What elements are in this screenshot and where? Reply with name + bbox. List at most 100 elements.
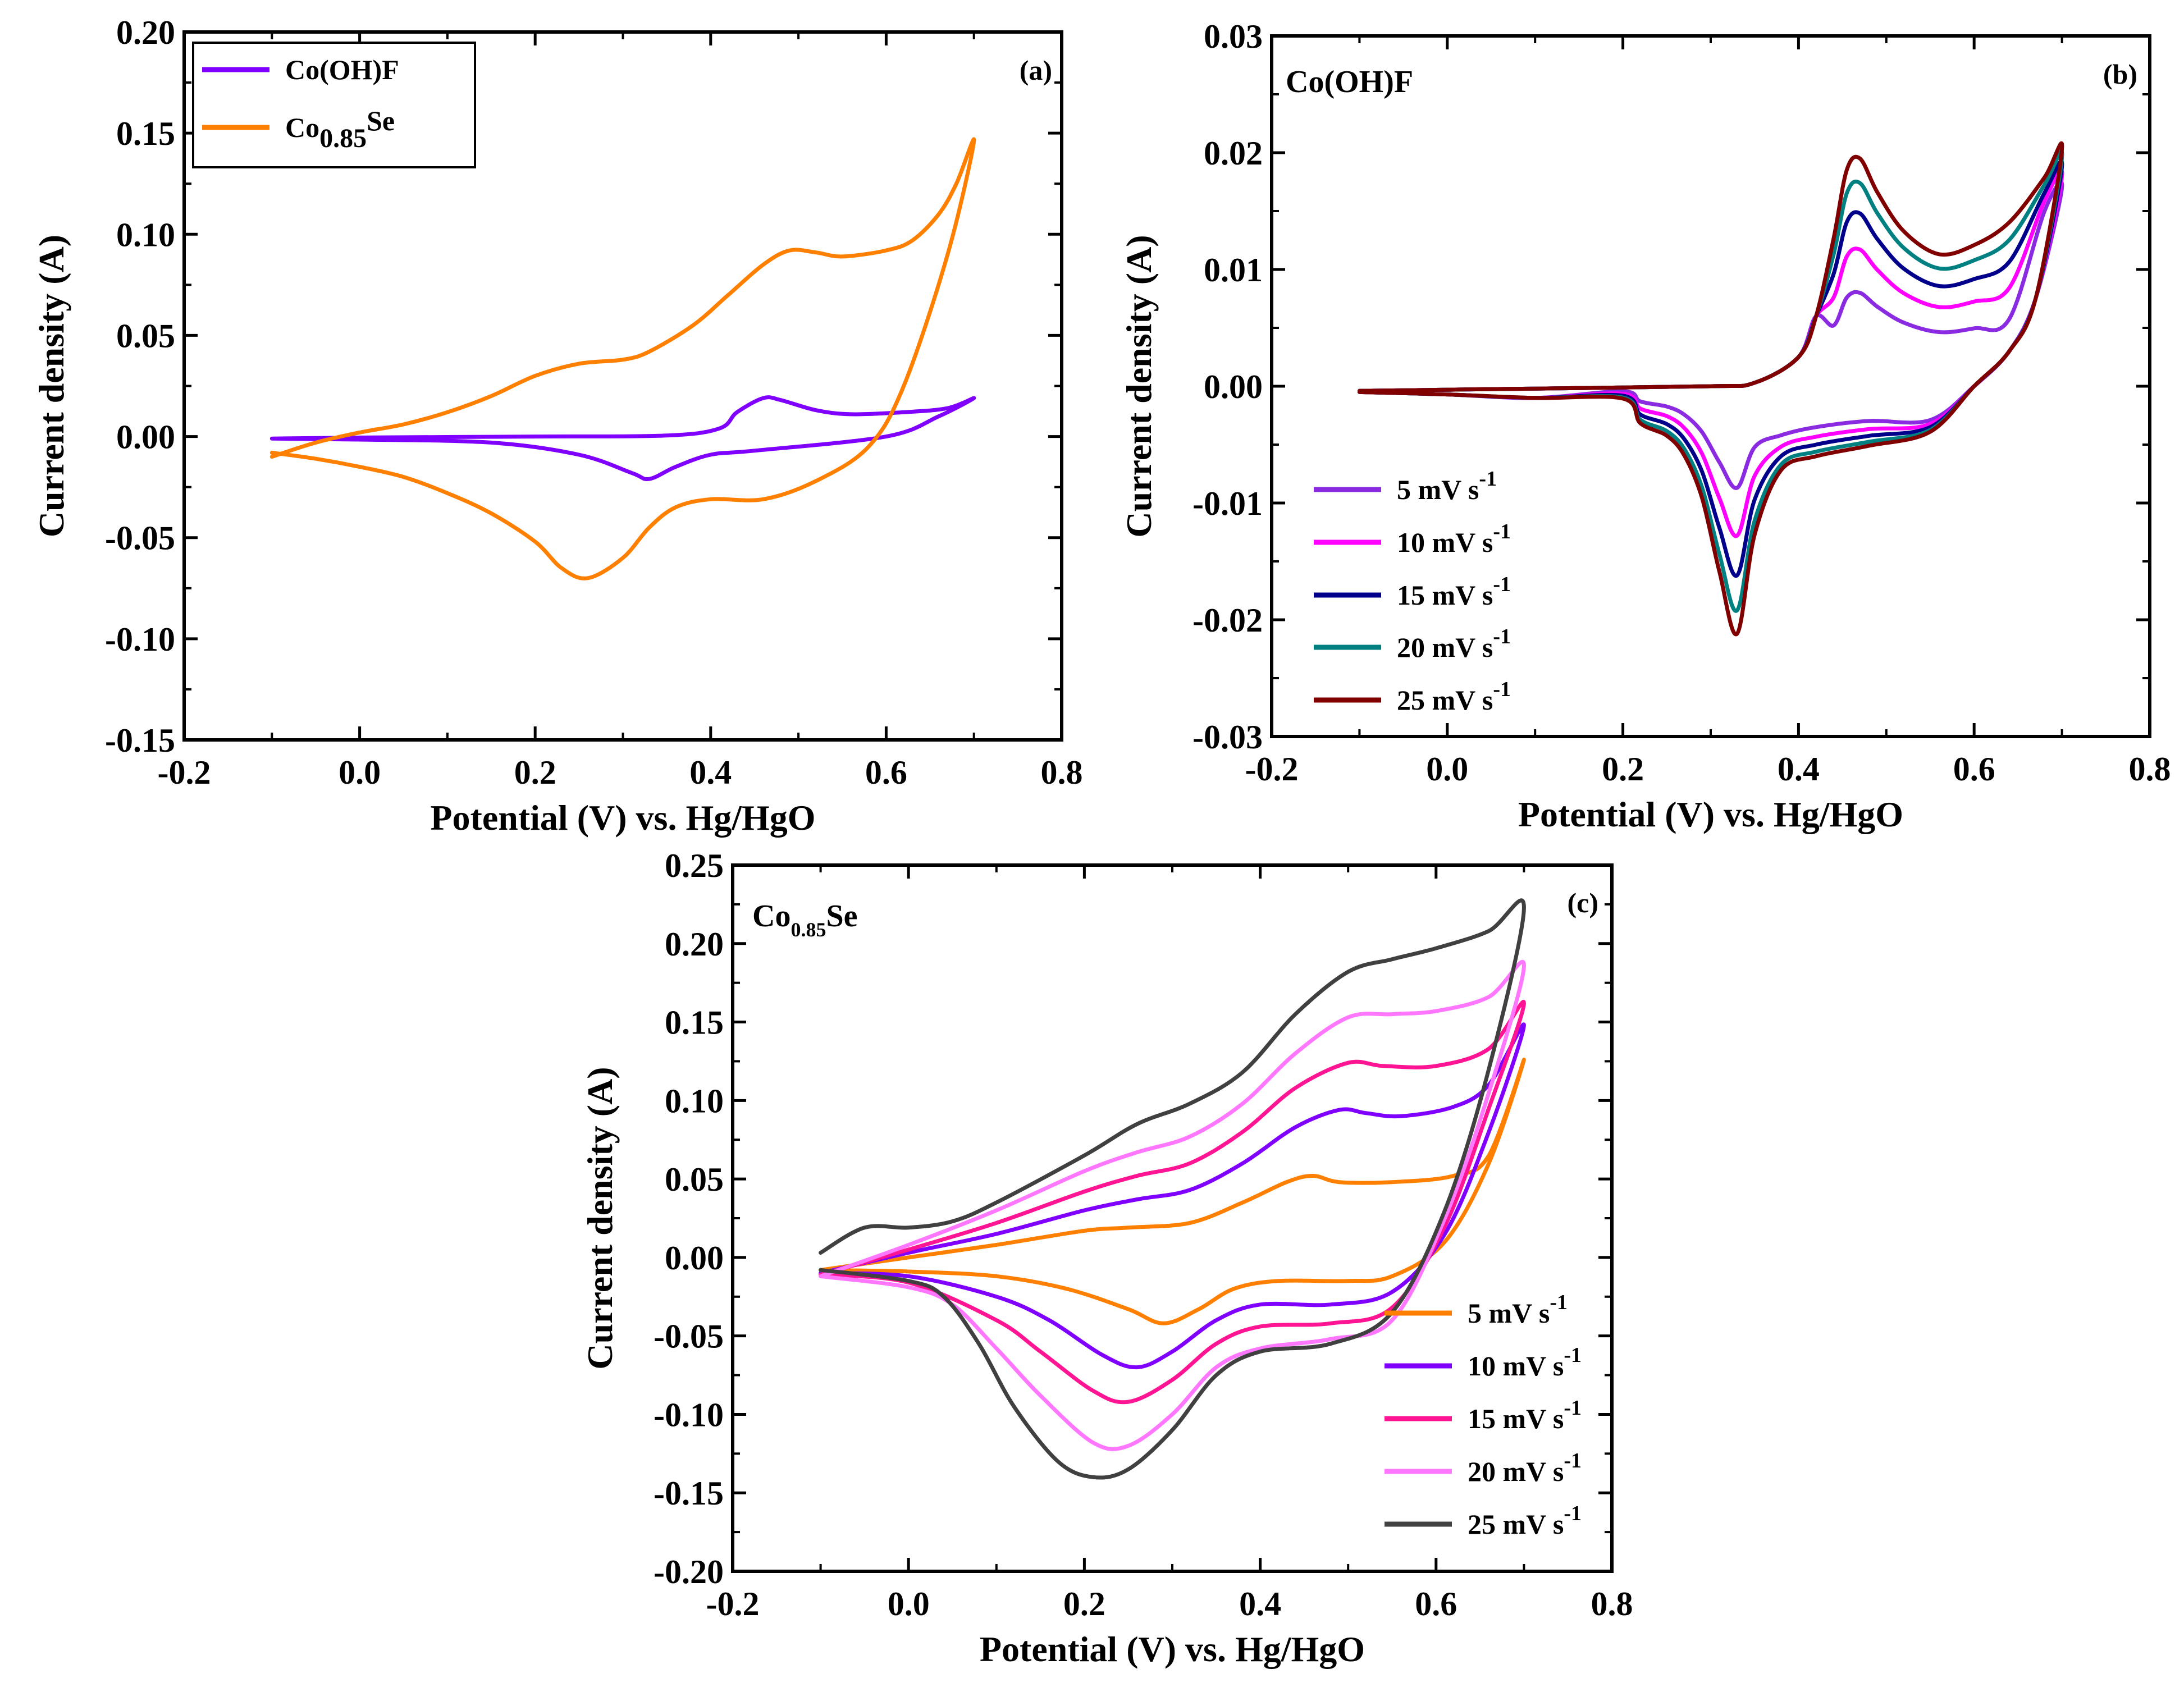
legend-label-sup: -1 [1564,1343,1582,1367]
y-axis-title: Current density (A) [1119,235,1159,537]
series-line-5 [1357,141,2064,637]
legend-label-main: Co [285,112,319,143]
legend-label-sup: -1 [1564,1396,1582,1420]
legend-label-main: 25 mV s [1397,684,1493,716]
y-tick-label: 0.05 [116,317,175,354]
x-tick-label: 0.8 [2129,751,2171,788]
y-tick-label: -0.10 [105,621,175,658]
y-tick-label: -0.05 [654,1318,724,1355]
legend-label-3: 15 mV s-1 [1397,573,1511,611]
y-tick-label: 0.00 [116,419,175,456]
series-line-2 [819,1022,1526,1370]
y-tick-label: 0.02 [1204,135,1263,172]
x-tick-label: 0.0 [888,1585,930,1622]
legend-label-sup: -1 [1564,1449,1582,1473]
y-tick-label: 0.10 [116,216,175,253]
panel-label: (a) [1020,54,1052,86]
x-tick-label: 0.2 [1602,751,1644,788]
sample-label-after: Se [826,899,857,934]
plot-frame [731,863,1614,1573]
x-tick-label: 0.2 [1063,1585,1105,1622]
legend-label-2: 10 mV s-1 [1468,1343,1582,1382]
series-line-4 [819,959,1526,1451]
y-axis-title: Current density (A) [580,1067,620,1369]
legend-label-4: 20 mV s-1 [1468,1449,1582,1487]
legend-label-sup: -1 [1493,520,1511,543]
series-group [269,137,976,580]
x-tick-label: 0.4 [689,754,732,791]
sample-label-main: Co(OH)F [1286,65,1413,99]
panel-label: (b) [2103,58,2137,90]
series-line-2 [269,137,976,580]
legend-label-main: Co(OH)F [285,54,399,85]
y-tick-label: 0.01 [1204,252,1263,289]
x-tick-label: -0.2 [706,1585,760,1622]
x-tick-label: 0.6 [1953,751,1995,788]
series-line-1 [269,395,976,482]
x-tick-label: 0.0 [1426,751,1468,788]
x-tick-label: 0.4 [1778,751,1820,788]
y-tick-label: 0.20 [665,926,724,963]
x-tick-label: -0.2 [1245,751,1299,788]
legend-label-2: 10 mV s-1 [1397,520,1511,558]
legend-label-main: 20 mV s [1468,1456,1564,1487]
series-line-1 [819,1058,1526,1325]
sample-label-main: Co [752,899,791,934]
legend-label-sup: -1 [1493,625,1511,648]
legend-label-1: 5 mV s-1 [1397,467,1497,505]
x-tick-label: 0.0 [339,754,381,791]
y-tick-label: -0.05 [105,520,175,557]
y-tick-label: -0.10 [654,1396,724,1433]
y-tick-label: 0.00 [1204,368,1263,405]
plot-frame [1270,34,2151,738]
legend-label-main: 15 mV s [1468,1403,1564,1434]
legend-label-main: 10 mV s [1397,527,1493,558]
legend-label-2: Co0.85Se [285,105,395,153]
y-tick-label: -0.15 [105,722,175,759]
series-line-5 [819,898,1526,1480]
x-tick-label: 0.8 [1591,1585,1633,1622]
x-axis-title: Potential (V) vs. Hg/HgO [430,798,815,838]
plot-frame [182,30,1063,742]
y-axis-title: Current density (A) [31,235,71,537]
legend-label-sup: -1 [1493,573,1511,596]
legend: 5 mV s-110 mV s-115 mV s-120 mV s-125 mV… [1314,467,1511,716]
y-tick-label: 0.03 [1204,18,1263,55]
legend-label-main: 25 mV s [1468,1508,1564,1540]
panel-c: -0.2 0.0 0.2 0.4 0.6 0.8 -0.20 -0.15 -0.10 -0.05 0… [580,847,1633,1669]
y-tick-label: -0.20 [654,1553,724,1590]
legend-label-sup: -1 [1550,1291,1568,1314]
legend-label-3: 15 mV s-1 [1468,1396,1582,1434]
series-group [819,898,1526,1480]
legend: Co(OH)F Co0.85Se [192,42,476,168]
y-tick-label: 0.20 [116,14,175,51]
legend-label-sup: -1 [1564,1502,1582,1525]
y-tick-label: 0.15 [665,1004,724,1041]
legend-label-4: 20 mV s-1 [1397,625,1511,663]
legend-label-main: 20 mV s [1397,632,1493,663]
y-tick-label: -0.01 [1192,485,1263,522]
sample-label-sub: 0.85 [791,918,826,941]
legend-label-1: 5 mV s-1 [1468,1291,1568,1329]
y-tick-label: 0.10 [665,1082,724,1119]
legend-box [192,42,476,168]
legend-label-5: 25 mV s-1 [1468,1502,1582,1540]
legend-label-sub: 0.85 [319,124,367,153]
x-axis-title: Potential (V) vs. Hg/HgO [980,1629,1365,1669]
y-tick-label: 0.15 [116,115,175,152]
y-tick-label: 0.00 [665,1240,724,1277]
panel-a: -0.2 0.0 0.2 0.4 0.6 0.8 -0.15 -0.10 -0.05 0.00 0.… [31,14,1083,838]
legend-label-after: Se [367,105,395,136]
y-tick-label: 0.05 [665,1161,724,1198]
sample-label: Co0.85Se [752,899,857,941]
x-axis-title: Potential (V) vs. Hg/HgO [1518,794,1903,834]
legend: 5 mV s-110 mV s-115 mV s-120 mV s-125 mV… [1385,1291,1582,1540]
x-tick-label: 0.2 [514,754,556,791]
y-tick-label: -0.15 [654,1475,724,1512]
y-tick-label: -0.02 [1192,602,1263,639]
y-tick-label: -0.03 [1192,719,1263,756]
x-tick-label: 0.4 [1239,1585,1281,1622]
legend-label-main: 10 mV s [1468,1350,1564,1382]
y-tick-label: 0.25 [665,847,724,884]
